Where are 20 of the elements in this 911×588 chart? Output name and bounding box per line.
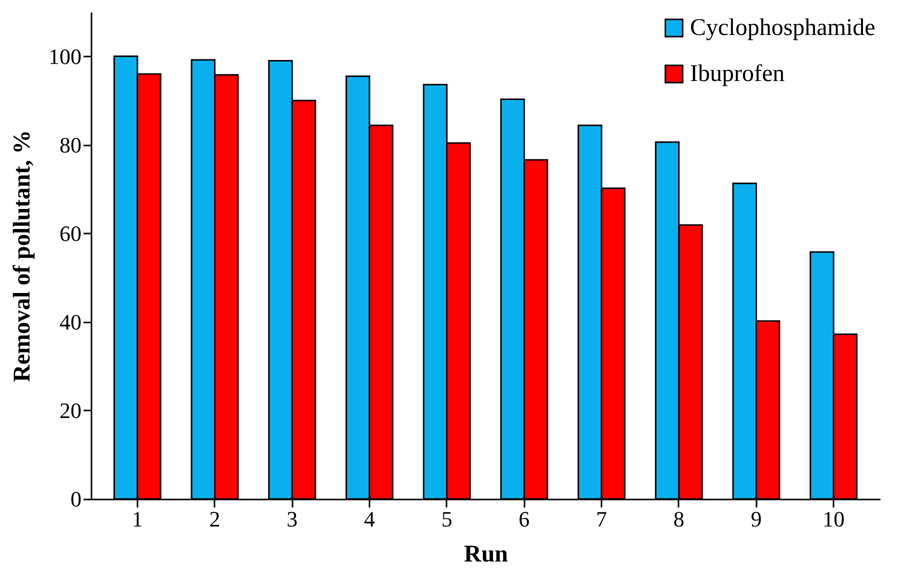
legend-label: Ibuprofen <box>690 61 785 87</box>
x-tick-label: 8 <box>673 506 684 532</box>
x-tick-label: 3 <box>286 506 298 532</box>
x-tick-label: 10 <box>822 506 845 532</box>
x-tick-label: 4 <box>364 506 375 532</box>
x-tick-label: 9 <box>750 506 762 532</box>
x-tick-label: 5 <box>441 506 452 532</box>
x-tick-label: 2 <box>209 506 220 532</box>
x-tick-label: 6 <box>518 506 530 532</box>
legend-label: Cyclophosphamide <box>690 15 876 41</box>
y-tick-label: 60 <box>60 220 82 246</box>
x-axis-title: Run <box>464 542 508 568</box>
y-tick-label: 80 <box>60 132 82 158</box>
x-tick-label: 7 <box>596 506 608 532</box>
y-axis-title: Removal of pollutant, % <box>10 130 36 382</box>
x-tick-label: 1 <box>132 506 143 532</box>
y-tick-label: 100 <box>48 44 82 69</box>
y-tick-label: 0 <box>70 486 82 512</box>
y-tick-label: 40 <box>60 309 82 334</box>
y-tick-label: 20 <box>60 398 82 423</box>
